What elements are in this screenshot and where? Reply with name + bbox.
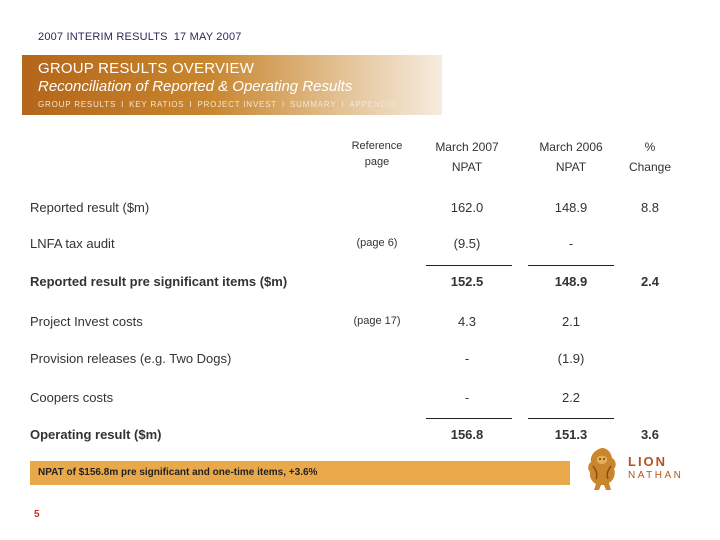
nav-separator: I bbox=[189, 100, 193, 109]
cell-change-operating: 3.6 bbox=[640, 427, 660, 442]
col-header-march-2007: March 2007 NPAT bbox=[422, 137, 512, 177]
logo-wordmark-line1: LION bbox=[628, 454, 668, 469]
banner-subtitle: Reconciliation of Reported & Operating R… bbox=[38, 78, 353, 95]
col-header-march-2007-line1: March 2007 bbox=[435, 140, 499, 154]
col-header-march-2006-line2: NPAT bbox=[555, 160, 587, 174]
row-label-provision-releases: Provision releases (e.g. Two Dogs) bbox=[30, 351, 232, 366]
nav-summary[interactable]: SUMMARY bbox=[290, 100, 337, 109]
col-header-change-line1: % bbox=[644, 140, 656, 154]
cell-change-pre-significant: 2.4 bbox=[640, 274, 660, 289]
col-header-reference: Reference page bbox=[337, 138, 417, 170]
callout-text: NPAT of $156.8m pre significant and one-… bbox=[38, 467, 318, 478]
cell-2006-lnfa: - bbox=[568, 236, 574, 251]
presentation-header: 2007 INTERIM RESULTS 17 MAY 2007 bbox=[38, 31, 242, 43]
cell-2006-pre-significant: 148.9 bbox=[554, 274, 588, 289]
lion-icon bbox=[588, 448, 616, 490]
row-label-lnfa-tax-audit: LNFA tax audit bbox=[30, 236, 115, 251]
row-label-reported-result: Reported result ($m) bbox=[30, 200, 150, 215]
subtotal-rule bbox=[426, 265, 512, 266]
nav-group-results[interactable]: GROUP RESULTS bbox=[38, 100, 117, 109]
cell-2007-reported: 162.0 bbox=[450, 200, 484, 215]
nav-separator: I bbox=[281, 100, 286, 109]
col-header-march-2007-line2: NPAT bbox=[451, 160, 483, 174]
highlight-callout: NPAT of $156.8m pre significant and one-… bbox=[30, 461, 570, 485]
cell-2007-coopers: - bbox=[464, 390, 470, 405]
col-header-reference-line2: page bbox=[364, 156, 390, 168]
col-header-change: % Change bbox=[615, 137, 685, 177]
cell-change-reported: 8.8 bbox=[640, 200, 660, 215]
row-label-coopers: Coopers costs bbox=[30, 390, 114, 405]
nav-project-invest[interactable]: PROJECT INVEST bbox=[197, 100, 277, 109]
cell-2006-reported: 148.9 bbox=[554, 200, 588, 215]
cell-2007-project-invest: 4.3 bbox=[457, 314, 477, 329]
cell-2006-provision: (1.9) bbox=[557, 351, 585, 366]
row-label-pre-significant: Reported result pre significant items ($… bbox=[30, 274, 288, 289]
subtotal-rule bbox=[426, 418, 512, 419]
nav-separator: I bbox=[341, 100, 345, 109]
reference-page-link: (page 6) bbox=[356, 237, 398, 249]
cell-2007-pre-significant: 152.5 bbox=[450, 274, 484, 289]
lion-nathan-logo: LION NATHAN bbox=[584, 446, 694, 494]
col-header-march-2006: March 2006 NPAT bbox=[526, 137, 616, 177]
cell-2006-coopers: 2.2 bbox=[561, 390, 581, 405]
row-label-operating-result: Operating result ($m) bbox=[30, 427, 162, 442]
col-header-reference-line1: Reference bbox=[351, 140, 403, 152]
section-banner: GROUP RESULTS OVERVIEW Reconciliation of… bbox=[22, 55, 442, 115]
logo-wordmark-line2: NATHAN bbox=[628, 470, 684, 481]
event-date: 17 MAY 2007 bbox=[173, 31, 242, 43]
nav-appendix[interactable]: APPENDIX bbox=[349, 100, 397, 109]
col-header-march-2006-line1: March 2006 bbox=[539, 140, 603, 154]
nav-separator: I bbox=[121, 100, 125, 109]
banner-title: GROUP RESULTS OVERVIEW bbox=[38, 60, 255, 77]
cell-2006-project-invest: 2.1 bbox=[561, 314, 581, 329]
cell-2006-operating: 151.3 bbox=[554, 427, 588, 442]
cell-2007-operating: 156.8 bbox=[450, 427, 484, 442]
cell-2007-lnfa: (9.5) bbox=[453, 236, 481, 251]
event-title: 2007 INTERIM RESULTS bbox=[38, 31, 168, 43]
page-number: 5 bbox=[34, 509, 40, 520]
subtotal-rule bbox=[528, 418, 614, 419]
section-nav: GROUP RESULTS I KEY RATIOS I PROJECT INVEST I… bbox=[38, 100, 396, 109]
cell-2007-provision: - bbox=[464, 351, 470, 366]
subtotal-rule bbox=[528, 265, 614, 266]
col-header-change-line2: Change bbox=[628, 160, 672, 174]
reference-page-link: (page 17) bbox=[353, 315, 401, 327]
row-label-project-invest: Project Invest costs bbox=[30, 314, 143, 329]
nav-key-ratios[interactable]: KEY RATIOS bbox=[129, 100, 185, 109]
